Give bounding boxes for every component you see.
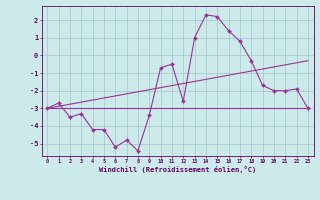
- X-axis label: Windchill (Refroidissement éolien,°C): Windchill (Refroidissement éolien,°C): [99, 166, 256, 173]
